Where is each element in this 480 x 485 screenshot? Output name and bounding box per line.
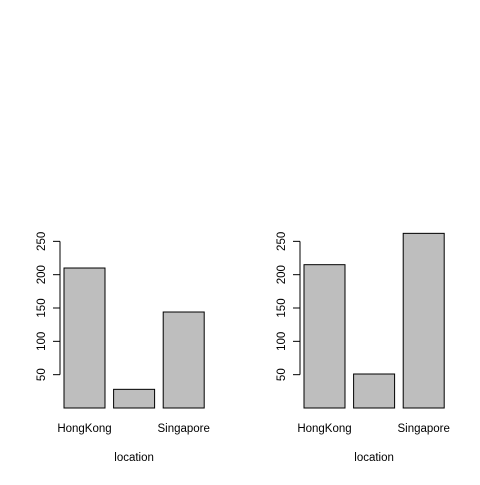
right-bar-chart: 50 100 150 200 250 HongKong Singapore location (276, 232, 450, 464)
x-category-label: Singapore (397, 423, 449, 435)
bar-3 (402, 232, 445, 409)
x-axis-title: location (114, 452, 154, 464)
bar-1 (63, 267, 106, 409)
left-bar-chart: 50 100 150 200 250 HongKong Singapore location (36, 232, 210, 464)
y-tick-label: 250 (36, 232, 48, 251)
y-tick-label: 50 (276, 368, 288, 381)
y-tick-label: 250 (276, 232, 288, 251)
bar-2 (353, 373, 396, 409)
x-axis-title: location (354, 452, 394, 464)
y-tick-label: 50 (36, 368, 48, 381)
bar-2 (113, 388, 156, 409)
x-category-label: HongKong (297, 423, 351, 435)
y-tick-label: 100 (276, 332, 288, 351)
bar-3 (162, 311, 205, 409)
y-tick-label: 150 (276, 298, 288, 317)
y-tick-label: 150 (36, 298, 48, 317)
y-tick-label: 200 (276, 265, 288, 284)
bar-1 (303, 264, 346, 409)
y-tick-label: 100 (36, 332, 48, 351)
x-category-label: Singapore (157, 423, 209, 435)
y-tick-label: 200 (36, 265, 48, 284)
x-category-label: HongKong (57, 423, 111, 435)
